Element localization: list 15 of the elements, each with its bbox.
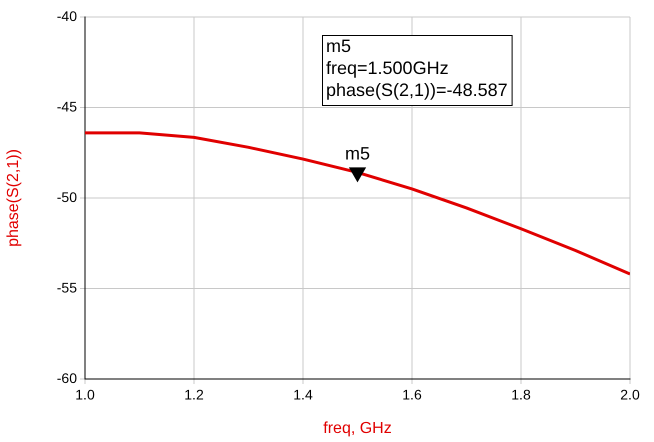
x-tick-label: 1.6 (402, 386, 422, 402)
x-tick-label: 1.2 (184, 386, 204, 402)
y-tick-label: -60 (56, 370, 78, 386)
y-tick-label: -40 (56, 8, 78, 24)
annotation: m5 freq=1.500GHz phase(S(2,1))=-48.587 (326, 36, 508, 100)
x-tick-label: 1.0 (75, 386, 95, 402)
x-tick-label: 1.4 (293, 386, 313, 402)
x-tick-label: 1.8 (511, 386, 531, 402)
y-tick-label: -50 (56, 188, 78, 205)
y-tick-label: -45 (56, 98, 78, 114)
x-axis-title: freq, GHz (323, 420, 392, 437)
y-tick-label: -55 (56, 279, 78, 296)
series-label: m5 (344, 143, 370, 164)
x-tick-label: 2.0 (620, 386, 640, 402)
y-axis-title: phase(S(2,1)) (5, 149, 22, 247)
